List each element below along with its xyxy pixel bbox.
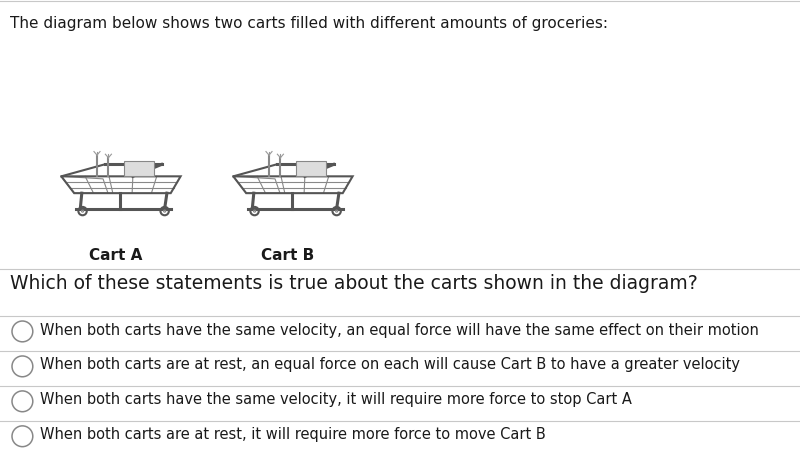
- Polygon shape: [123, 161, 154, 176]
- Text: When both carts are at rest, it will require more force to move Cart B: When both carts are at rest, it will req…: [40, 427, 546, 442]
- Text: When both carts have the same velocity, it will require more force to stop Cart : When both carts have the same velocity, …: [40, 392, 632, 407]
- Text: When both carts are at rest, an equal force on each will cause Cart B to have a : When both carts are at rest, an equal fo…: [40, 357, 740, 372]
- Polygon shape: [296, 161, 326, 176]
- Text: When both carts have the same velocity, an equal force will have the same effect: When both carts have the same velocity, …: [40, 322, 759, 337]
- Text: Which of these statements is true about the carts shown in the diagram?: Which of these statements is true about …: [10, 274, 698, 293]
- Text: Cart B: Cart B: [262, 248, 314, 263]
- Text: Cart A: Cart A: [90, 248, 142, 263]
- Text: The diagram below shows two carts filled with different amounts of groceries:: The diagram below shows two carts filled…: [10, 16, 608, 31]
